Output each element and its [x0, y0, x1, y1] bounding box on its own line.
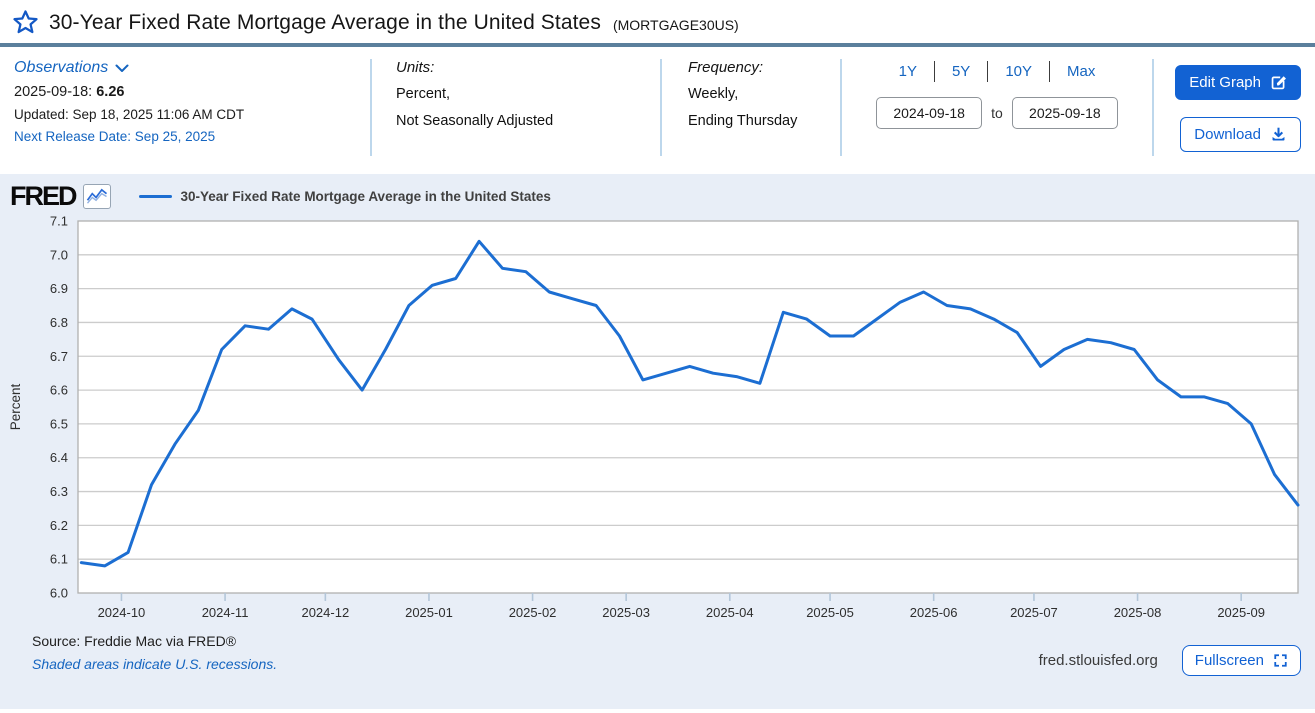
y-axis-tick-label: 6.3 — [50, 484, 68, 499]
end-date-input[interactable] — [1011, 97, 1118, 129]
x-axis-tick-label: 2024-11 — [202, 605, 249, 620]
site-url: fred.stlouisfed.org — [1038, 652, 1158, 669]
x-axis-tick-label: 2025-06 — [910, 605, 958, 620]
frequency-ending: Ending Thursday — [688, 113, 798, 129]
y-axis-tick-label: 6.8 — [50, 315, 68, 330]
download-icon — [1272, 127, 1285, 141]
graph-footer: Source: Freddie Mac via FRED® Shaded are… — [0, 631, 1315, 676]
frequency-label: Frequency: — [688, 59, 764, 76]
latest-observation: 2025-09-18: 6.26 — [14, 84, 370, 100]
y-axis-tick-label: 6.6 — [50, 383, 68, 398]
data-line-series[interactable] — [79, 239, 1300, 568]
y-axis-tick-label: 6.5 — [50, 416, 68, 431]
y-axis-tick-label: 6.9 — [50, 281, 68, 296]
y-axis-tick-label: 6.1 — [50, 552, 68, 567]
favorite-star-icon[interactable] — [12, 9, 39, 36]
x-axis-tick-label: 2025-09 — [1217, 605, 1265, 620]
range-separator — [933, 61, 935, 82]
x-axis-tick-label: 2025-02 — [509, 605, 557, 620]
source-text: Source: Freddie Mac via FRED® — [32, 633, 237, 649]
fullscreen-icon — [1274, 654, 1287, 667]
line-chart[interactable]: 6.0 6.1 6.2 6.3 6.4 6.5 6.6 6.7 6.8 6.9 7.0 7.1 2024… — [0, 211, 1315, 631]
range-1y-button[interactable]: 1Y — [898, 63, 917, 80]
units-adjustment: Not Seasonally Adjusted — [396, 113, 554, 129]
latest-observation-value: 6.26 — [96, 84, 125, 100]
fred-chart-icon — [82, 183, 111, 209]
date-range-controls: to — [842, 97, 1152, 129]
y-axis-tick-label: 6.0 — [50, 586, 68, 601]
recessions-note-link[interactable]: Shaded areas indicate U.S. recessions. — [32, 656, 278, 672]
edit-graph-label: Edit Graph — [1189, 74, 1261, 91]
x-axis-tick-label: 2025-04 — [706, 605, 754, 620]
plot-border — [77, 220, 1299, 594]
next-release-link[interactable]: Next Release Date: Sep 25, 2025 — [14, 129, 216, 144]
units-section: Units: Percent, Not Seasonally Adjusted — [372, 57, 660, 158]
range-separator — [987, 61, 989, 82]
x-axis-tick-label: 2025-07 — [1010, 605, 1058, 620]
latest-observation-date: 2025-09-18: — [14, 84, 93, 100]
y-axis-tick-label: 6.7 — [50, 349, 68, 364]
section-divider — [660, 59, 662, 156]
range-max-button[interactable]: Max — [1067, 63, 1096, 80]
units-label: Units: — [396, 59, 435, 76]
graph-header: FRED 30-Year Fixed Rate Mortgage Average… — [10, 181, 1315, 211]
fullscreen-label: Fullscreen — [1194, 652, 1264, 669]
edit-graph-button[interactable]: Edit Graph — [1175, 65, 1301, 100]
footer-right: fred.stlouisfed.org Fullscreen — [1039, 645, 1301, 676]
footer-left: Source: Freddie Mac via FRED® Shaded are… — [32, 633, 277, 676]
x-axis-tick-label: 2024-10 — [98, 605, 146, 620]
title-divider — [0, 43, 1315, 47]
title-bar: 30-Year Fixed Rate Mortgage Average in t… — [0, 0, 1315, 43]
graph-panel: FRED 30-Year Fixed Rate Mortgage Average… — [0, 174, 1315, 709]
observations-section: Observations 2025-09-18: 6.26 Updated: S… — [14, 57, 370, 158]
y-axis-tick-label: 7.0 — [50, 247, 68, 262]
frequency-section: Frequency: Weekly, Ending Thursday — [662, 57, 840, 158]
section-divider — [840, 59, 842, 156]
x-axis-tick-label: 2024-12 — [301, 605, 349, 620]
y-axis-tick-label: 6.2 — [50, 518, 68, 533]
start-date-input[interactable] — [876, 97, 983, 129]
y-axis-title: Percent — [8, 383, 23, 430]
meta-header: Observations 2025-09-18: 6.26 Updated: S… — [0, 47, 1315, 166]
chevron-down-icon — [115, 64, 129, 72]
updated-text: Updated: Sep 18, 2025 11:06 AM CDT — [14, 107, 245, 122]
x-axis-tick-label: 2025-01 — [405, 605, 453, 620]
section-divider — [370, 59, 372, 156]
fred-logo[interactable]: FRED — [10, 180, 77, 211]
page-title: 30-Year Fixed Rate Mortgage Average in t… — [49, 10, 601, 34]
section-divider — [1152, 59, 1154, 156]
range-10y-button[interactable]: 10Y — [1005, 63, 1033, 80]
x-axis-tick-label: 2025-03 — [602, 605, 650, 620]
to-label: to — [991, 105, 1003, 121]
range-section: 1Y 5Y 10Y Max to — [842, 57, 1152, 158]
range-selector: 1Y 5Y 10Y Max — [842, 61, 1152, 82]
series-id: (MORTGAGE30US) — [612, 17, 739, 33]
download-button[interactable]: Download — [1180, 117, 1301, 152]
legend-label: 30-Year Fixed Rate Mortgage Average in t… — [180, 188, 551, 204]
y-axis-tick-label: 7.1 — [50, 214, 68, 229]
action-buttons: Edit Graph Download — [1154, 57, 1315, 158]
legend: 30-Year Fixed Rate Mortgage Average in t… — [138, 188, 551, 204]
units-value: Percent, — [396, 86, 450, 102]
range-5y-button[interactable]: 5Y — [951, 63, 971, 80]
range-separator — [1049, 61, 1051, 82]
x-axis-tick-label: 2025-05 — [806, 605, 854, 620]
y-axis-tick-label: 6.4 — [50, 450, 68, 465]
edit-pencil-icon — [1271, 76, 1286, 90]
observations-label: Observations — [14, 59, 109, 76]
observations-dropdown[interactable]: Observations — [14, 59, 129, 77]
fullscreen-button[interactable]: Fullscreen — [1181, 645, 1301, 676]
x-axis-tick-label: 2025-08 — [1114, 605, 1162, 620]
download-label: Download — [1194, 126, 1261, 143]
plot-area[interactable] — [78, 221, 1298, 593]
frequency-value: Weekly, — [688, 86, 739, 102]
legend-line-sample — [138, 194, 172, 198]
